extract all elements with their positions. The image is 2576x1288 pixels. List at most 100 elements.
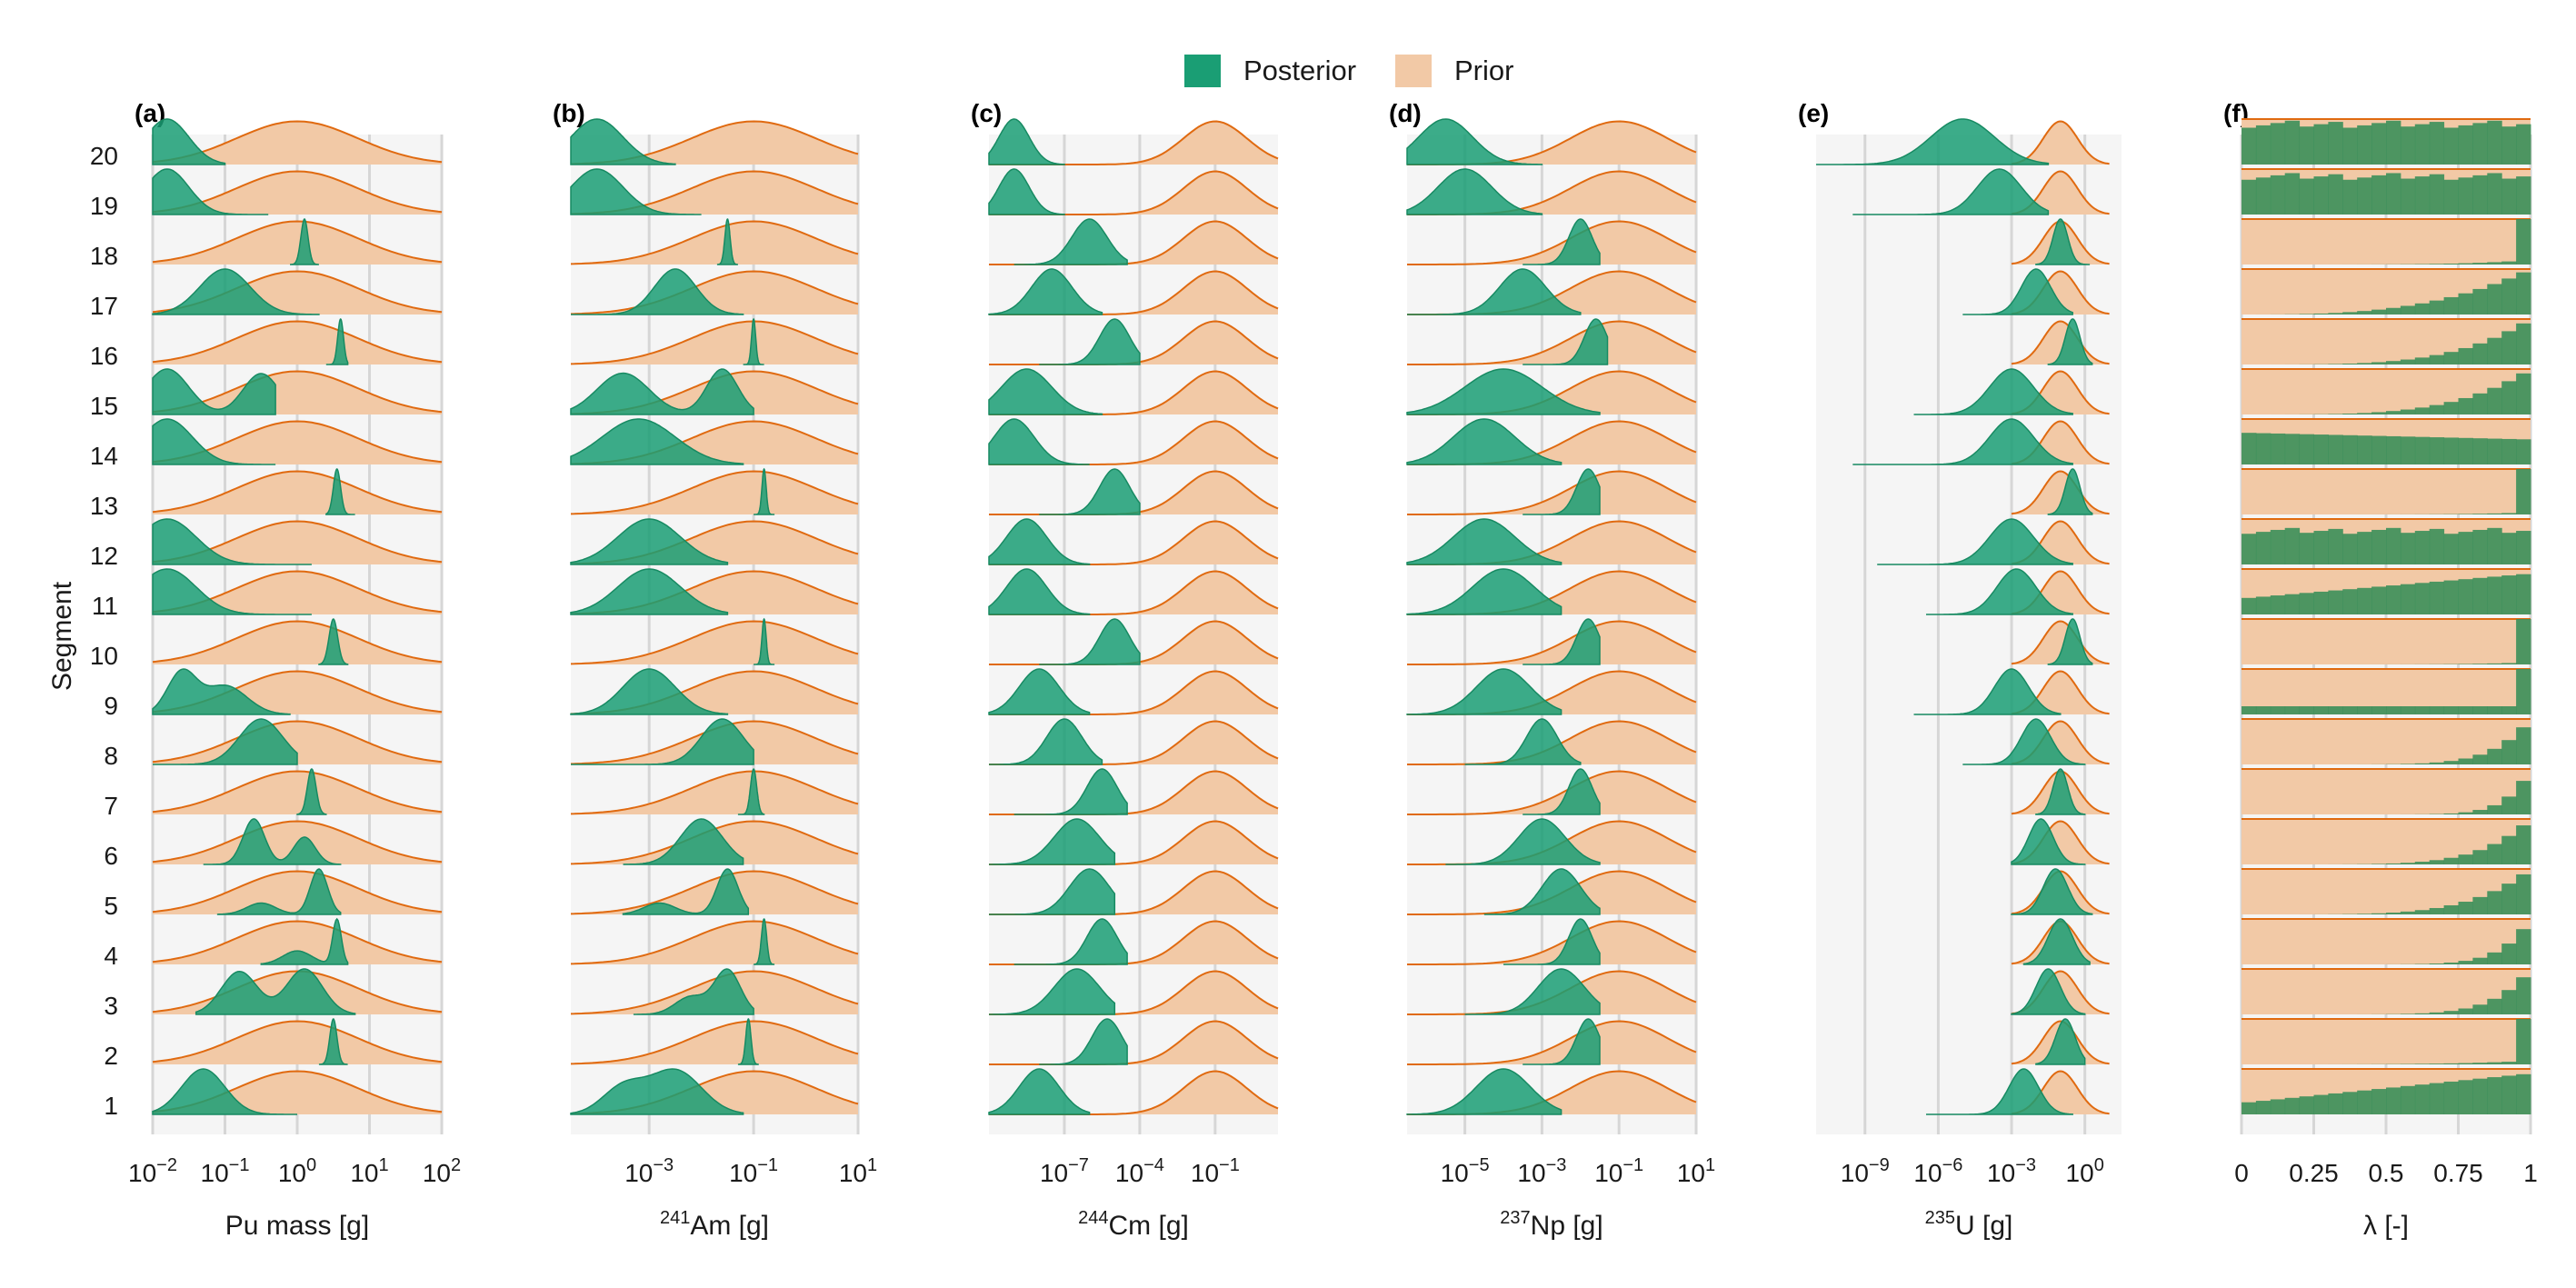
segment-label: 5 (104, 892, 118, 920)
prior-density (1407, 471, 1696, 514)
x-tick-label: 10−3 (1517, 1155, 1566, 1187)
posterior-bar (2255, 177, 2271, 215)
prior-density (989, 571, 1278, 614)
posterior-bar (2429, 174, 2445, 215)
prior-density (1407, 821, 1696, 864)
posterior-bar (2400, 305, 2416, 315)
prior-outline (570, 220, 859, 265)
posterior-density (716, 218, 738, 265)
posterior-density (152, 368, 276, 415)
posterior-bar (2270, 433, 2286, 464)
posterior-density (1464, 968, 1601, 1015)
prior-band (2242, 619, 2531, 664)
prior-outline (152, 720, 443, 764)
posterior-bar (2386, 120, 2401, 165)
prior-outline (1407, 620, 1697, 665)
posterior-density (754, 617, 775, 665)
posterior-bar (2516, 531, 2531, 564)
posterior-bar (2458, 854, 2473, 864)
segment-label: 17 (90, 292, 118, 320)
posterior-density (216, 868, 342, 915)
prior-outline (1407, 920, 1697, 965)
posterior-bar (2357, 311, 2372, 315)
posterior-density (1039, 618, 1141, 665)
posterior-bar (2472, 896, 2488, 914)
posterior-bar (2501, 796, 2517, 814)
prior-density (1407, 121, 1696, 165)
posterior-bar (2400, 436, 2416, 464)
posterior-density (1445, 818, 1601, 865)
x-axis-title: 235U [g] (1925, 1208, 2013, 1241)
posterior-bar (2472, 1063, 2488, 1064)
posterior-bar (2487, 844, 2502, 864)
posterior-bar (2284, 1097, 2301, 1114)
x-tick-label: 10−9 (1841, 1155, 1890, 1187)
prior-density (989, 371, 1278, 414)
posterior-bar (2242, 127, 2257, 165)
prior-density (153, 1021, 442, 1064)
prior-density (153, 471, 442, 514)
panel-label: (c) (971, 99, 1002, 127)
prior-density (1407, 871, 1696, 914)
posterior-density (1523, 768, 1601, 815)
prior-density (1407, 1071, 1696, 1114)
posterior-bar (2299, 126, 2314, 165)
posterior-bar (2414, 706, 2431, 714)
x-tick-label: 10−1 (201, 1155, 250, 1187)
prior-density (989, 871, 1278, 914)
segment-label: 3 (104, 992, 118, 1020)
posterior-bar (2472, 1078, 2488, 1114)
posterior-density (1013, 768, 1128, 815)
prior-density (571, 921, 858, 964)
posterior-density (1406, 518, 1563, 565)
panel-d: (d) 10−5 10−3 10−1 101 237Np [g] (1389, 99, 1715, 1241)
posterior-bar (2414, 910, 2431, 914)
prior-outline (1407, 1020, 1697, 1065)
posterior-bar (2284, 594, 2301, 614)
posterior-bar (2357, 363, 2372, 364)
prior-outline (570, 870, 859, 915)
posterior-density (318, 1018, 348, 1065)
posterior-bar (2328, 590, 2343, 614)
posterior-bar (2328, 313, 2343, 315)
legend: Posterior Prior (1184, 55, 1513, 87)
x-tick-label: 101 (1677, 1155, 1715, 1187)
posterior-density (1926, 568, 2073, 615)
x-tick-label: 10−3 (1987, 1155, 2036, 1187)
posterior-bar (2487, 1062, 2502, 1064)
posterior-bar (2414, 1013, 2431, 1014)
posterior-bar (2429, 907, 2445, 914)
posterior-bar (2400, 409, 2416, 414)
posterior-density (2047, 318, 2093, 365)
prior-density (153, 221, 442, 265)
posterior-bar (2284, 434, 2301, 464)
posterior-bar (2443, 263, 2459, 265)
posterior-bar (2313, 434, 2329, 464)
prior-density (153, 521, 442, 564)
posterior-bar (2516, 619, 2531, 664)
posterior-density (152, 268, 320, 315)
posterior-bar (2501, 126, 2517, 165)
posterior-bar (2443, 296, 2459, 315)
x-tick-label: 10−5 (1441, 1155, 1490, 1187)
prior-density (1407, 571, 1696, 614)
posterior-bar (2371, 309, 2387, 315)
x-tick-label: 100 (2066, 1155, 2104, 1187)
posterior-bar (2516, 574, 2531, 614)
posterior-density (1523, 618, 1601, 665)
prior-density (1407, 771, 1696, 814)
posterior-bar (2516, 977, 2531, 1014)
prior-band (2242, 769, 2531, 814)
x-axis-title: λ [-] (2363, 1211, 2409, 1241)
posterior-density (570, 418, 744, 465)
posterior-density (2035, 768, 2086, 815)
posterior-density (1406, 668, 1563, 715)
posterior-bar (2458, 961, 2473, 964)
posterior-bar (2400, 1085, 2416, 1114)
posterior-density (1962, 718, 2086, 765)
posterior-density (1523, 1018, 1601, 1065)
posterior-density (571, 268, 744, 315)
prior-density (989, 1021, 1278, 1064)
x-tick-label: 10−6 (1913, 1155, 1962, 1187)
posterior-bar (2371, 175, 2387, 215)
